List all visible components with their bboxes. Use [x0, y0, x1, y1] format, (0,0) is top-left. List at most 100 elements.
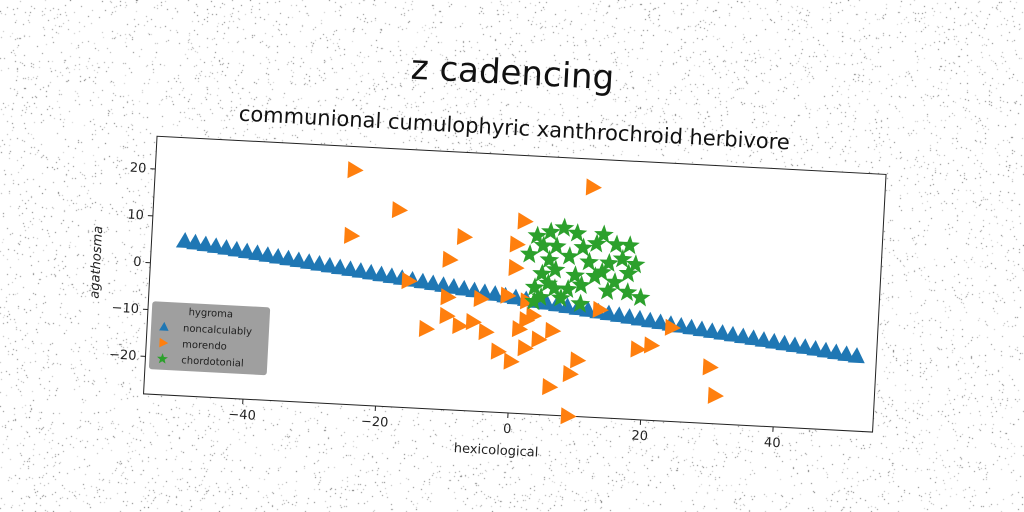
point-morendo: [511, 320, 529, 338]
point-noncalculably: [558, 297, 576, 314]
x-tick-label: −40: [228, 407, 256, 423]
point-noncalculably: [640, 311, 659, 328]
point-morendo: [465, 312, 482, 331]
point-morendo: [643, 336, 661, 354]
point-noncalculably: [413, 272, 431, 289]
point-noncalculably: [237, 242, 255, 259]
chart-title: z cadencing: [410, 48, 615, 99]
point-noncalculably: [320, 256, 338, 273]
point-noncalculably: [341, 260, 359, 277]
point-noncalculably: [330, 258, 348, 275]
axis-ticks: −40 −20 0 20 40 −20 −10 0 10 20: [109, 161, 781, 452]
point-morendo: [418, 319, 436, 338]
x-tick-label: 0: [503, 422, 512, 437]
point-morendo: [490, 342, 507, 360]
legend-label-chordotonial: chordotonial: [181, 355, 244, 369]
point-noncalculably: [847, 347, 865, 364]
point-morendo: [440, 288, 457, 306]
point-morendo: [473, 289, 490, 307]
point-noncalculably: [361, 263, 379, 281]
point-noncalculably: [196, 235, 214, 252]
point-chordotonial: [539, 249, 560, 269]
point-morendo: [664, 318, 681, 336]
legend-box: [148, 301, 271, 376]
point-noncalculably: [651, 313, 669, 330]
point-chordotonial: [612, 248, 633, 268]
point-chordotonial: [524, 291, 544, 311]
point-noncalculably: [827, 343, 845, 360]
point-noncalculably: [806, 340, 824, 357]
y-tick-label: −20: [109, 347, 137, 363]
point-chordotonial: [579, 251, 600, 271]
point-chordotonial: [524, 277, 545, 297]
y-tick-label: 10: [127, 208, 144, 224]
point-chordotonial: [544, 278, 565, 298]
point-noncalculably: [175, 232, 193, 249]
point-morendo: [570, 351, 587, 369]
point-chordotonial: [567, 223, 588, 243]
point-chordotonial: [592, 261, 612, 281]
point-chordotonial: [620, 235, 640, 255]
point-noncalculably: [754, 331, 772, 348]
point-noncalculably: [506, 288, 524, 305]
point-chordotonial: [546, 236, 567, 256]
point-chordotonial: [570, 293, 591, 313]
point-chordotonial: [617, 282, 638, 302]
point-chordotonial: [554, 217, 575, 237]
point-morendo: [442, 250, 459, 268]
y-tick-label: −10: [111, 301, 139, 317]
point-noncalculably: [733, 327, 752, 344]
point-chordotonial: [573, 237, 594, 257]
point-chordotonial: [532, 263, 552, 283]
point-chordotonial: [597, 281, 618, 301]
point-noncalculably: [785, 336, 803, 353]
point-noncalculably: [775, 334, 793, 351]
point-noncalculably: [702, 322, 721, 339]
y-tick-label: 0: [133, 255, 142, 270]
point-morendo: [344, 226, 361, 244]
y-tick-label: 20: [129, 161, 146, 177]
point-chordotonial: [625, 254, 646, 274]
point-noncalculably: [816, 341, 834, 358]
x-tick-label: 20: [631, 428, 648, 444]
point-noncalculably: [837, 345, 855, 362]
point-morendo: [592, 300, 609, 318]
point-chordotonial: [594, 224, 614, 244]
point-morendo: [702, 358, 719, 376]
point-morendo: [500, 286, 517, 304]
point-chordotonial: [604, 271, 625, 292]
point-chordotonial: [519, 244, 540, 264]
point-morendo: [542, 378, 559, 396]
point-chordotonial: [558, 278, 578, 298]
point-chordotonial: [559, 246, 580, 266]
point-chordotonial: [618, 263, 639, 283]
point-noncalculably: [434, 276, 452, 293]
point-noncalculably: [299, 253, 317, 270]
y-axis-label: agathosma: [87, 225, 106, 299]
point-morendo: [391, 201, 409, 219]
point-noncalculably: [537, 293, 555, 311]
point-morendo: [503, 352, 520, 370]
point-chordotonial: [545, 259, 566, 279]
point-noncalculably: [796, 338, 814, 355]
point-noncalculably: [268, 247, 286, 265]
legend-label-noncalculably: noncalculably: [183, 323, 253, 338]
point-noncalculably: [744, 329, 762, 346]
chart-marks: [175, 161, 865, 425]
point-morendo: [560, 407, 577, 425]
point-chordotonial: [565, 265, 586, 285]
point-noncalculably: [227, 240, 245, 258]
point-noncalculably: [186, 233, 204, 250]
point-noncalculably: [310, 255, 328, 272]
point-chordotonial: [586, 233, 607, 253]
point-chordotonial: [630, 287, 651, 307]
point-morendo: [439, 306, 456, 324]
point-noncalculably: [599, 304, 617, 321]
point-noncalculably: [692, 320, 710, 337]
point-morendo: [478, 323, 495, 341]
point-noncalculably: [279, 249, 297, 266]
point-noncalculably: [423, 274, 442, 291]
